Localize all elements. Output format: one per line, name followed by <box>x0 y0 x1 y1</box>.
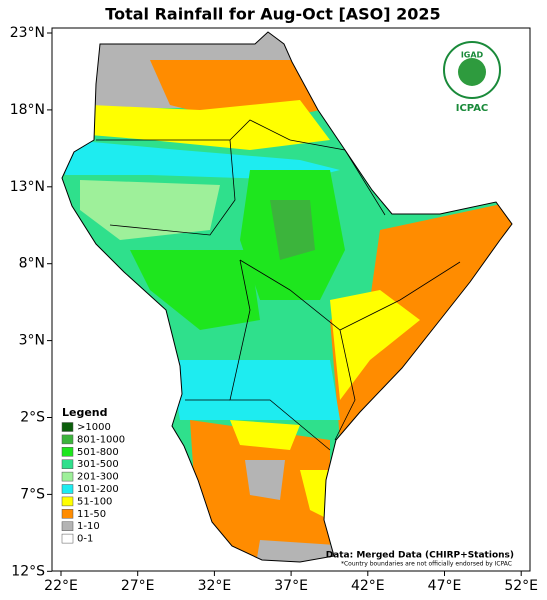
legend-label: 11-50 <box>77 509 106 520</box>
legend-label: >1000 <box>77 422 111 433</box>
logo-bottom: ICPAC <box>456 103 489 114</box>
legend-swatch <box>61 434 74 445</box>
lat-label: 2°S <box>20 410 45 426</box>
legend-label: 101-200 <box>77 484 119 495</box>
country-borders <box>96 119 461 451</box>
lon-label: 47°E <box>428 578 462 594</box>
legend-swatch <box>61 471 74 482</box>
lon-label: 32°E <box>198 578 232 594</box>
logo-globe <box>458 58 486 86</box>
lat-label: 13°N <box>10 179 45 195</box>
logo: IGAD ICPAC <box>443 41 501 114</box>
lat-label: 12°S <box>11 563 45 579</box>
legend-label: 0-1 <box>77 534 93 545</box>
zone <box>330 290 420 400</box>
lon-label: 42°E <box>351 578 385 594</box>
legend-swatch <box>61 521 74 531</box>
zone <box>245 460 285 500</box>
lat-label: 23°N <box>10 25 45 41</box>
lon-label: 22°E <box>44 578 78 594</box>
legend-label: 301-500 <box>77 459 119 470</box>
zone <box>90 100 330 150</box>
lat-label: 7°S <box>20 486 45 502</box>
legend-label: 501-800 <box>77 447 119 458</box>
legend-swatch <box>61 484 74 494</box>
zone <box>300 470 330 520</box>
data-source: Data: Merged Data (CHIRP+Stations) <box>326 551 514 561</box>
legend-label: 1-10 <box>77 521 100 532</box>
legend-swatch <box>61 533 74 544</box>
legend-title: Legend <box>62 406 108 419</box>
zone <box>80 180 220 240</box>
legend-swatch <box>61 447 74 457</box>
disclaimer: *Country boundaries are not officially e… <box>341 561 512 568</box>
zone <box>330 200 512 440</box>
lat-label: 8°N <box>19 256 45 272</box>
zone <box>170 360 340 420</box>
legend-label: 801-1000 <box>77 434 125 445</box>
zone <box>130 250 260 330</box>
lon-label: 37°E <box>274 578 308 594</box>
legend-swatch <box>61 422 74 432</box>
zone <box>230 420 300 450</box>
legend-label: 201-300 <box>77 472 119 483</box>
lon-label: 52°E <box>504 578 538 594</box>
legend-swatch <box>61 496 74 507</box>
lat-label: 3°N <box>19 333 45 349</box>
legend-swatch <box>61 459 74 469</box>
map-title: Total Rainfall for Aug-Oct [ASO] 2025 <box>105 5 440 24</box>
logo-top: IGAD <box>461 51 484 60</box>
zone <box>255 540 335 562</box>
lon-label: 27°E <box>121 578 155 594</box>
zone <box>270 200 315 260</box>
legend-swatch <box>61 509 74 519</box>
lat-label: 18°N <box>10 102 45 118</box>
legend-label: 51-100 <box>77 496 112 507</box>
